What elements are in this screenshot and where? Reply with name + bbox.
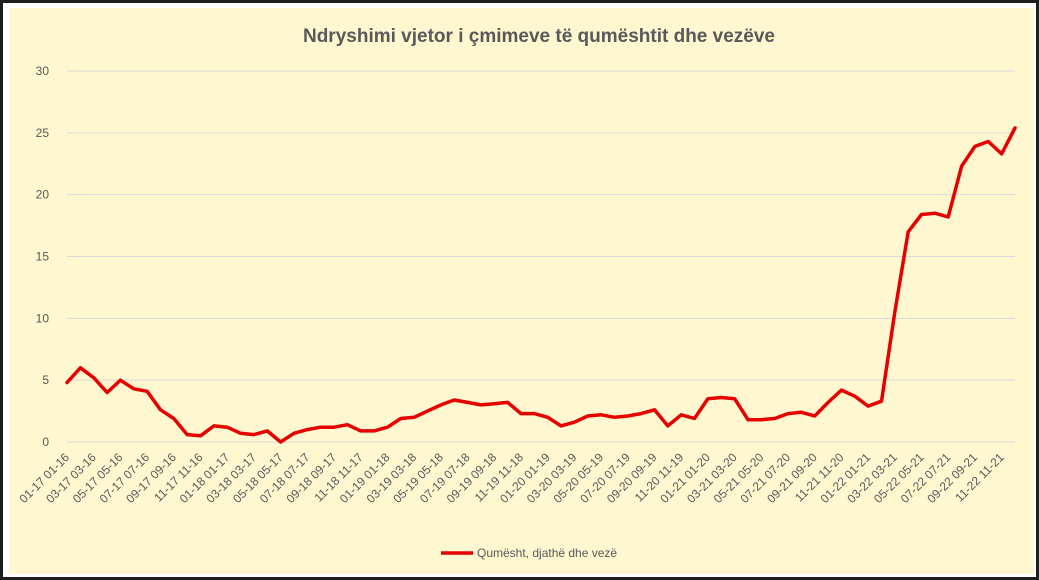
series-lines [65, 126, 1017, 444]
y-tick-label: 30 [36, 64, 50, 78]
y-tick-label: 5 [42, 373, 49, 387]
legend-label: Qumësht, djathë dhe vezë [477, 546, 617, 560]
y-tick-label: 15 [36, 250, 50, 264]
y-axis-tick-labels: 0 5 10 15 20 25 30 [36, 64, 50, 449]
y-tick-label: 0 [42, 435, 49, 449]
gridlines [67, 70, 1015, 443]
series-line [65, 126, 1017, 444]
legend: Qumësht, djathë dhe vezë [441, 546, 617, 560]
y-tick-label: 25 [36, 126, 50, 140]
chart-area: Ndryshimi vjetor i çmimeve të qumështit … [9, 8, 1034, 574]
y-tick-label: 10 [36, 311, 50, 325]
y-tick-label: 20 [36, 188, 50, 202]
line-chart: Ndryshimi vjetor i çmimeve të qumështit … [16, 26, 1017, 560]
chart-title: Ndryshimi vjetor i çmimeve të qumështit … [303, 26, 775, 47]
